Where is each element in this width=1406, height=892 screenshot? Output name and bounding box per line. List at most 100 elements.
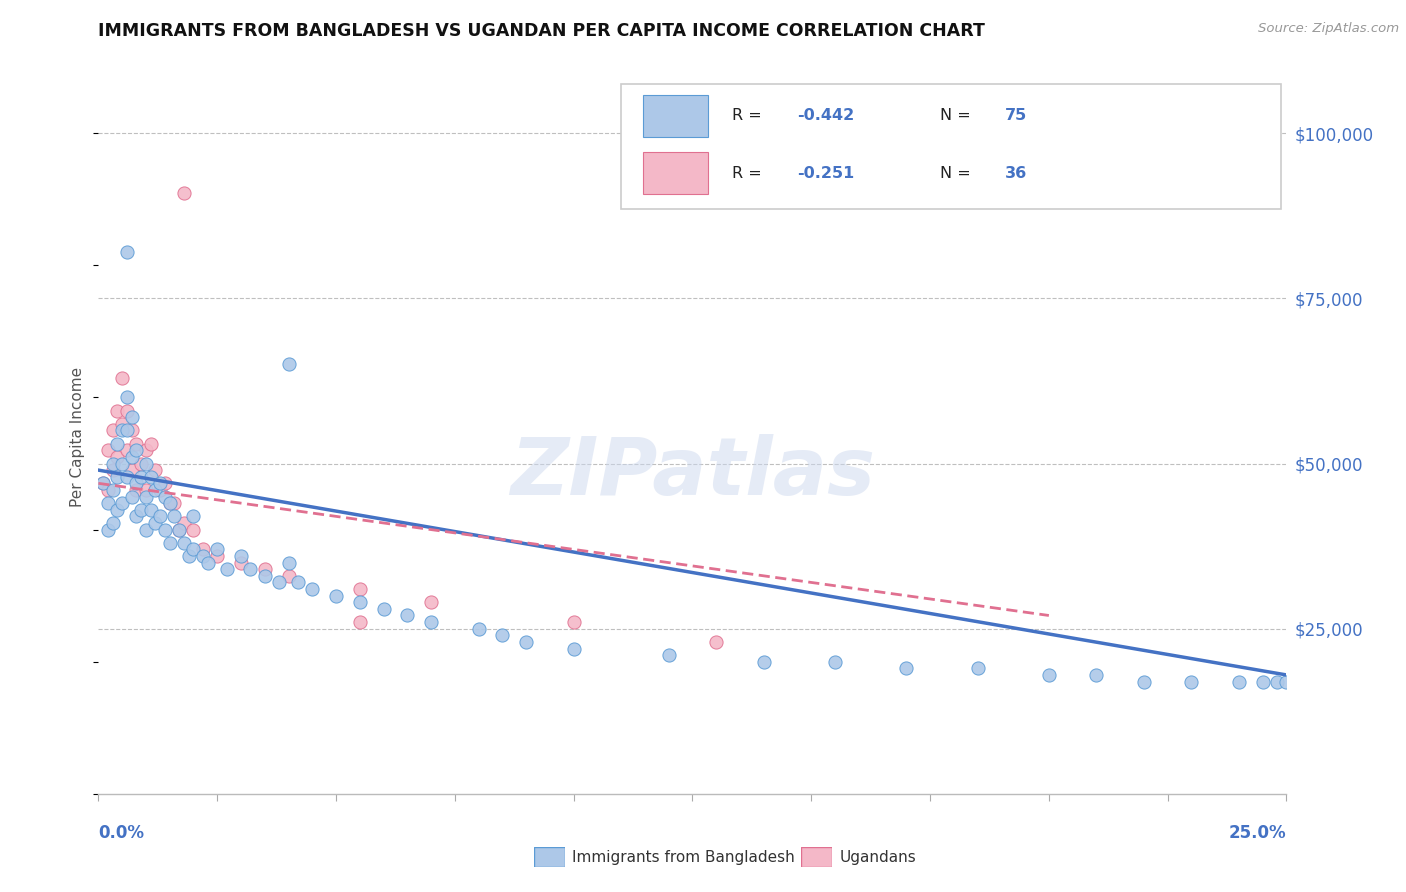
Point (658, 648, 681, 662)
Text: IMMIGRANTS FROM BANGLADESH VS UGANDAN PER CAPITA INCOME CORRELATION CHART: IMMIGRANTS FROM BANGLADESH VS UGANDAN PE… (98, 22, 986, 40)
Point (111, 424, 134, 438)
Point (149, 509, 172, 524)
Point (111, 496, 134, 510)
Point (163, 496, 186, 510)
Point (1133, 674, 1156, 689)
Text: Ugandans: Ugandans (839, 850, 917, 864)
Point (139, 469, 162, 483)
Point (139, 436, 162, 450)
FancyBboxPatch shape (643, 153, 707, 194)
Text: R =: R = (731, 166, 766, 180)
Point (824, 655, 846, 669)
Point (125, 483, 148, 497)
Point (139, 502, 162, 516)
Point (97, 523, 120, 537)
Point (752, 655, 775, 669)
Point (121, 450, 143, 464)
Point (1251, 674, 1274, 689)
Point (191, 549, 214, 563)
Point (107, 469, 129, 483)
Point (215, 562, 238, 576)
Point (101, 516, 124, 530)
Point (115, 245, 138, 260)
Y-axis label: Per Capita Income: Per Capita Income (70, 367, 86, 508)
Point (115, 469, 138, 483)
Point (121, 463, 143, 477)
Point (159, 496, 181, 510)
Point (153, 523, 176, 537)
Text: R =: R = (731, 109, 766, 123)
Point (135, 523, 157, 537)
Text: 25.0%: 25.0% (1229, 824, 1286, 842)
Point (1180, 674, 1202, 689)
Point (349, 582, 371, 596)
Point (207, 549, 229, 563)
Point (349, 615, 371, 629)
Point (896, 661, 918, 675)
Point (111, 370, 134, 384)
Point (704, 635, 727, 649)
Text: N =: N = (939, 166, 976, 180)
Point (1038, 668, 1060, 682)
Point (129, 469, 152, 483)
Point (349, 595, 371, 609)
Point (97, 496, 120, 510)
Point (207, 542, 229, 557)
Point (115, 391, 138, 405)
Text: N =: N = (939, 109, 976, 123)
Point (420, 595, 443, 609)
Point (149, 483, 172, 497)
Point (121, 490, 143, 504)
Point (101, 424, 124, 438)
Point (159, 536, 181, 550)
Point (197, 556, 219, 570)
Point (91, 476, 114, 491)
Point (129, 457, 152, 471)
Point (107, 450, 129, 464)
Point (173, 186, 195, 200)
Point (101, 483, 124, 497)
Point (966, 661, 988, 675)
Point (101, 457, 124, 471)
Point (253, 562, 276, 576)
Point (115, 403, 138, 417)
FancyBboxPatch shape (643, 95, 707, 136)
Point (183, 523, 205, 537)
Point (239, 562, 262, 576)
Point (135, 457, 157, 471)
Point (125, 443, 148, 458)
Point (153, 476, 176, 491)
Point (173, 516, 195, 530)
Point (97, 443, 120, 458)
Text: 0.0%: 0.0% (98, 824, 145, 842)
Point (135, 490, 157, 504)
Point (107, 436, 129, 450)
Point (167, 523, 190, 537)
Point (467, 622, 489, 636)
Point (229, 549, 252, 563)
Point (1265, 674, 1288, 689)
Text: -0.251: -0.251 (797, 166, 855, 180)
Point (129, 502, 152, 516)
Point (562, 615, 585, 629)
Point (253, 569, 276, 583)
Point (183, 542, 205, 557)
Point (277, 358, 299, 372)
Point (373, 602, 395, 616)
Point (107, 403, 129, 417)
Text: Immigrants from Bangladesh: Immigrants from Bangladesh (572, 850, 794, 864)
Point (491, 628, 513, 642)
Point (277, 556, 299, 570)
Point (163, 509, 186, 524)
Point (1227, 674, 1250, 689)
Point (173, 536, 195, 550)
Point (115, 424, 138, 438)
Point (1275, 674, 1298, 689)
Point (91, 476, 114, 491)
Point (125, 436, 148, 450)
Point (287, 575, 309, 590)
Point (97, 483, 120, 497)
Point (135, 483, 157, 497)
Point (111, 457, 134, 471)
Point (267, 575, 290, 590)
